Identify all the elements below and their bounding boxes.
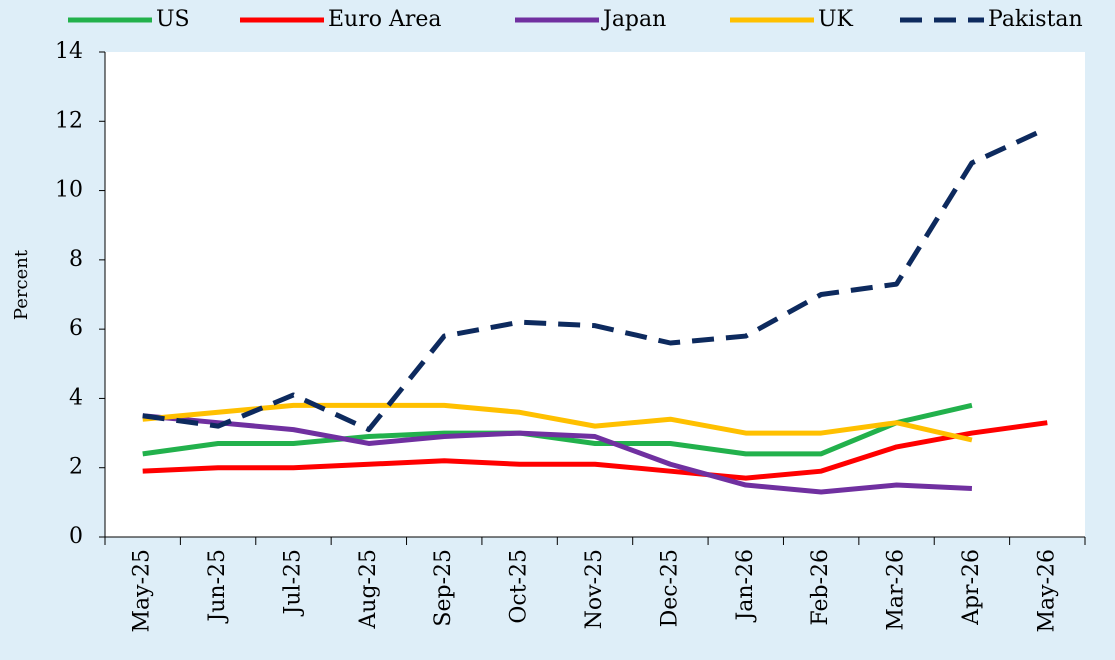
series-line xyxy=(142,402,973,443)
legend-label: Japan xyxy=(601,7,666,32)
x-tick-label: Aug-25 xyxy=(356,549,381,630)
x-tick-label: Sep-25 xyxy=(431,549,456,627)
y-tick-label: 6 xyxy=(69,316,83,341)
x-tick-label: Jun-25 xyxy=(205,549,230,624)
x-tick-label: May-25 xyxy=(130,549,155,633)
x-tick-label: Apr-26 xyxy=(959,549,984,626)
x-tick-label: Oct-25 xyxy=(507,549,532,624)
y-tick-label: 4 xyxy=(69,385,83,410)
y-tick-label: 12 xyxy=(55,108,83,133)
x-tick-label: Jul-25 xyxy=(280,549,305,616)
x-tick-label: Nov-25 xyxy=(582,549,607,629)
x-tick-label: Dec-25 xyxy=(657,549,682,627)
legend-label: Euro Area xyxy=(328,7,442,32)
y-tick-label: 10 xyxy=(55,178,83,203)
legend-label: Pakistan xyxy=(988,7,1083,32)
series-line xyxy=(142,413,973,495)
y-tick-label: 14 xyxy=(55,39,83,64)
x-tick-label: Feb-26 xyxy=(808,549,833,626)
x-tick-label: Jan-26 xyxy=(733,549,758,623)
y-tick-label: 0 xyxy=(69,524,83,549)
plot-area xyxy=(105,52,1085,537)
series-line xyxy=(142,125,1049,433)
y-tick-label: 8 xyxy=(69,247,83,272)
x-tick-label: May-26 xyxy=(1034,549,1059,633)
series-line xyxy=(142,402,973,457)
x-tick-label: Mar-26 xyxy=(884,549,909,631)
legend-label: UK xyxy=(818,7,854,32)
series-line xyxy=(142,420,1048,481)
y-tick-label: 2 xyxy=(69,455,83,480)
legend-label: US xyxy=(156,7,190,32)
y-axis-label: Percent xyxy=(11,249,32,320)
